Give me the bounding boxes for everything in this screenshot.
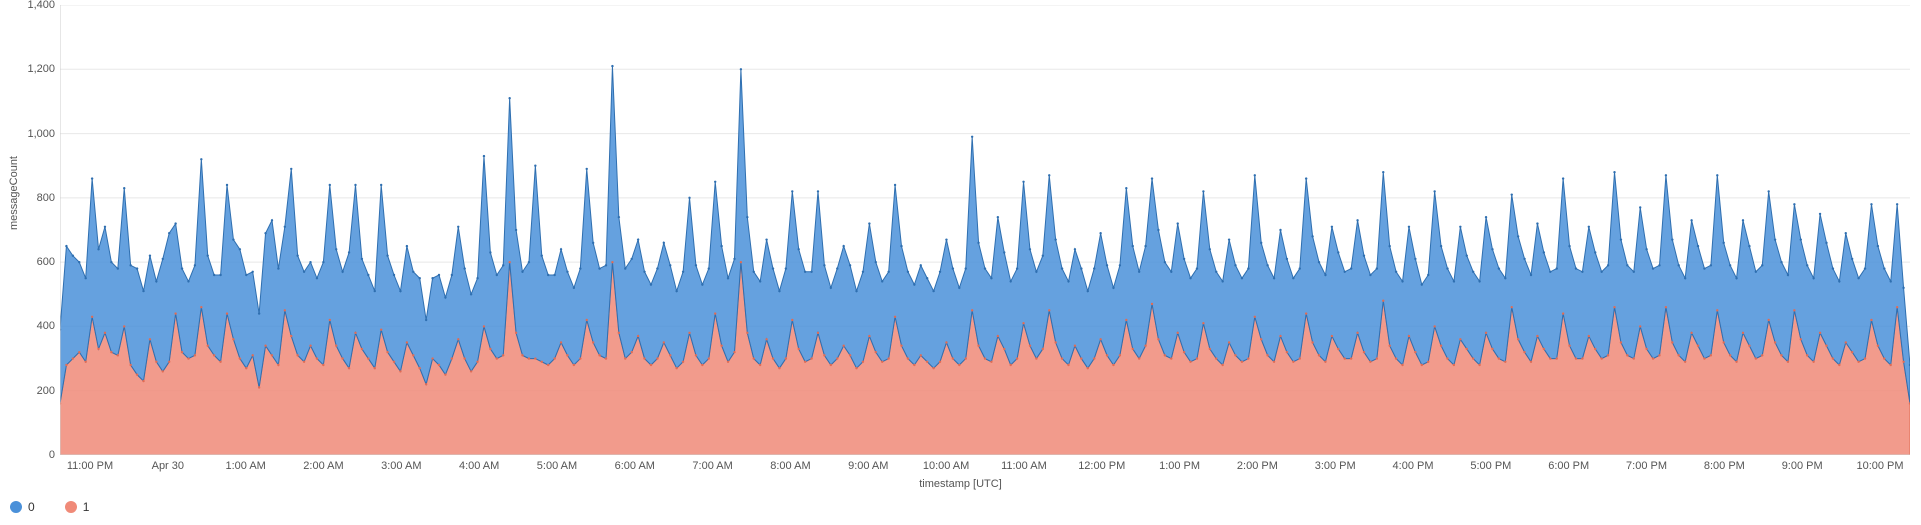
x-tick-label: 5:00 AM — [537, 460, 577, 472]
y-tick-label: 400 — [5, 320, 55, 332]
x-tick-label: 11:00 AM — [1001, 460, 1047, 472]
x-tick-label: 9:00 AM — [848, 460, 888, 472]
x-tick-label: 8:00 PM — [1704, 460, 1745, 472]
message-count-chart: messageCount timestamp [UTC] 0 1 0200400… — [0, 0, 1921, 525]
y-tick-label: 1,400 — [5, 0, 55, 11]
legend-label-1: 1 — [83, 500, 90, 514]
x-tick-label: Apr 30 — [152, 460, 184, 472]
x-tick-label: 4:00 AM — [459, 460, 499, 472]
x-tick-label: 2:00 AM — [303, 460, 343, 472]
x-tick-label: 10:00 PM — [1856, 460, 1903, 472]
x-tick-label: 3:00 AM — [381, 460, 421, 472]
x-tick-label: 4:00 PM — [1393, 460, 1434, 472]
x-tick-label: 8:00 AM — [770, 460, 810, 472]
x-tick-label: 2:00 PM — [1237, 460, 1278, 472]
plot-area[interactable] — [60, 5, 1910, 455]
x-tick-label: 11:00 PM — [67, 460, 113, 472]
y-tick-label: 1,200 — [5, 63, 55, 75]
y-tick-label: 1,000 — [5, 128, 55, 140]
x-tick-label: 5:00 PM — [1470, 460, 1511, 472]
y-tick-label: 200 — [5, 385, 55, 397]
y-tick-label: 600 — [5, 256, 55, 268]
x-tick-label: 12:00 PM — [1078, 460, 1125, 472]
legend-swatch-1 — [65, 501, 77, 513]
x-tick-label: 7:00 PM — [1626, 460, 1667, 472]
x-tick-label: 10:00 AM — [923, 460, 969, 472]
legend-item-0[interactable]: 0 — [10, 500, 35, 514]
x-axis-label: timestamp [UTC] — [0, 478, 1921, 490]
x-tick-label: 1:00 AM — [225, 460, 265, 472]
x-tick-label: 9:00 PM — [1782, 460, 1823, 472]
legend: 0 1 — [10, 500, 89, 514]
y-tick-label: 800 — [5, 192, 55, 204]
legend-item-1[interactable]: 1 — [65, 500, 90, 514]
x-tick-label: 6:00 AM — [615, 460, 655, 472]
x-tick-label: 7:00 AM — [692, 460, 732, 472]
x-tick-label: 3:00 PM — [1315, 460, 1356, 472]
y-tick-label: 0 — [5, 449, 55, 461]
legend-label-0: 0 — [28, 500, 35, 514]
legend-swatch-0 — [10, 501, 22, 513]
x-tick-label: 1:00 PM — [1159, 460, 1200, 472]
x-tick-label: 6:00 PM — [1548, 460, 1589, 472]
